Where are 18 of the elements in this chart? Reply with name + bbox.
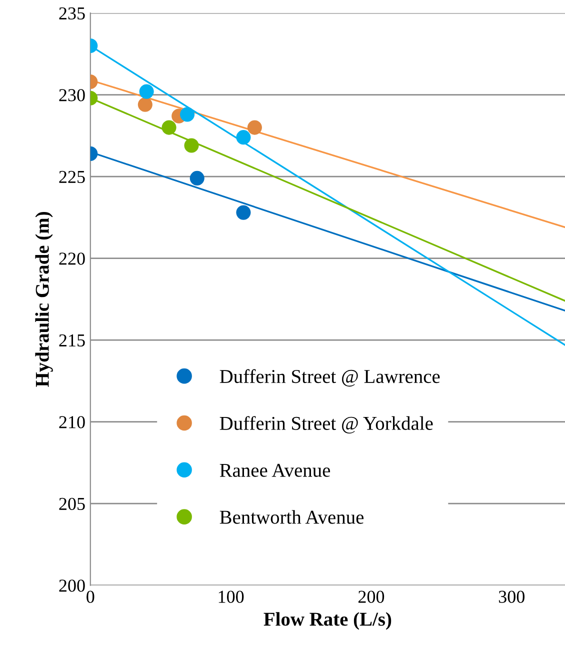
y-tick-label: 230 (59, 89, 85, 102)
x-axis-title: Flow Rate (L/s) (264, 612, 392, 630)
y-tick-label: 205 (59, 498, 85, 510)
x-tick-label: 100 (218, 590, 244, 603)
legend-label: Dufferin Street @ Yorkdale (220, 416, 433, 434)
legend-label: Bentworth Avenue (220, 510, 364, 524)
y-tick-label: 200 (59, 580, 85, 592)
y-tick-label: 215 (59, 334, 85, 347)
legend-label: Ranee Avenue (220, 464, 330, 477)
y-axis-title: Hydraulic Grade (m) (35, 212, 53, 387)
x-tick-label: 200 (358, 590, 384, 603)
legend-label: Dufferin Street @ Lawrence (220, 369, 440, 387)
x-tick-label: 300 (498, 590, 524, 603)
y-tick-label: 235 (59, 7, 85, 20)
y-tick-label: 220 (59, 252, 85, 265)
y-tick-label: 210 (59, 416, 85, 428)
x-tick-label: 0 (86, 590, 94, 603)
y-tick-label: 225 (59, 170, 85, 184)
